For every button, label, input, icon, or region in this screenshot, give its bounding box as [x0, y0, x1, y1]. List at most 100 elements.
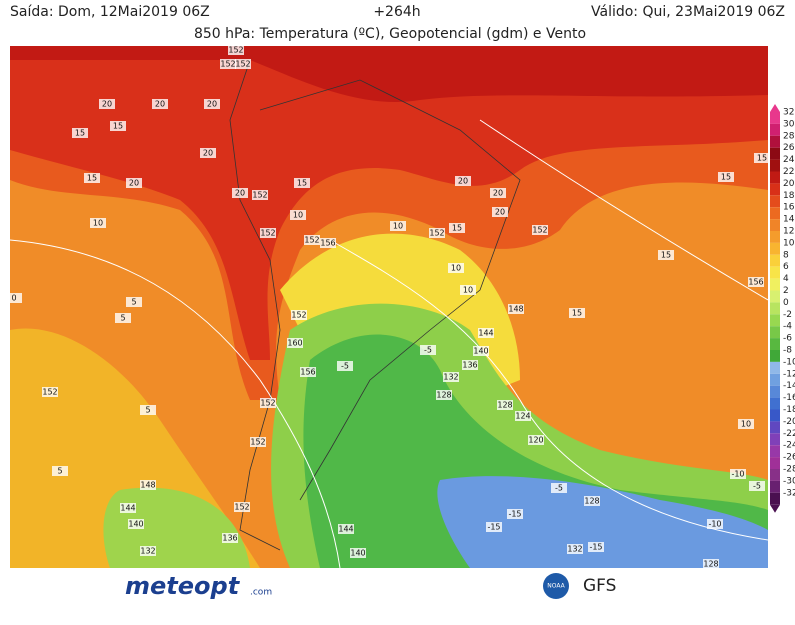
contour-label: 15 — [113, 122, 123, 131]
label-bg — [448, 263, 464, 273]
contour-label: -15 — [589, 543, 602, 552]
brand-logo: meteopt — [125, 572, 241, 600]
contour-label: 20 — [458, 177, 468, 186]
contour-label: -5 — [753, 482, 761, 491]
colorbar-label: -4 — [783, 322, 792, 332]
colorbar-swatch — [770, 469, 780, 481]
label-bg — [84, 173, 100, 183]
contour-label: 20 — [155, 100, 165, 109]
label-bg — [490, 188, 506, 198]
label-bg — [152, 99, 168, 109]
label-bg — [492, 207, 508, 217]
contour-label: 10 — [293, 211, 303, 220]
contour-label: 152 — [234, 503, 249, 512]
contour-label: 152 — [228, 46, 243, 55]
colorbar-swatch — [770, 445, 780, 458]
contour-label: 5 — [145, 406, 150, 415]
colorbar-swatch — [770, 421, 780, 434]
coldest-zone — [437, 476, 768, 568]
contour-label: 152 — [260, 229, 275, 238]
label-bg — [754, 153, 768, 163]
contour-label: 15 — [757, 154, 767, 163]
colorbar-label: 26 — [783, 143, 795, 153]
colorbar-swatch — [770, 409, 780, 422]
label-bg — [338, 524, 354, 534]
label-bg — [748, 277, 764, 287]
colorbar-swatch — [770, 231, 780, 243]
colorbar-swatch — [770, 373, 780, 386]
label-bg — [718, 172, 734, 182]
contour-label: 160 — [287, 339, 302, 348]
label-bg — [290, 210, 306, 220]
contour-label: 15 — [75, 129, 85, 138]
label-bg — [584, 496, 600, 506]
contour-label: 152 — [260, 399, 275, 408]
contour-label: 128 — [436, 391, 451, 400]
contour-label: 120 — [528, 436, 543, 445]
colorbar-swatch — [770, 219, 780, 231]
label-bg — [337, 361, 353, 371]
contour-label: 20 — [495, 208, 505, 217]
label-bg — [90, 218, 106, 228]
label-bg — [72, 128, 88, 138]
colorbar-label: 2 — [783, 286, 789, 296]
label-bg — [304, 235, 320, 245]
map-title: 850 hPa: Temperatura (ºC), Geopotencial … — [194, 26, 586, 42]
label-bg — [260, 398, 276, 408]
valid-time: Válido: Qui, 23Mai2019 06Z — [591, 4, 785, 20]
colorbar-label: 18 — [783, 191, 795, 201]
contour-label: 152 — [220, 60, 235, 69]
label-bg — [569, 308, 585, 318]
colorbar-label: -24 — [783, 441, 795, 451]
label-bg — [320, 238, 336, 248]
contour-label: 15 — [721, 173, 731, 182]
colorbar-swatch — [770, 314, 780, 327]
contour-label: 5 — [120, 314, 125, 323]
contour-label: -5 — [341, 362, 349, 371]
label-bg — [204, 99, 220, 109]
contour-label: 10 — [463, 286, 473, 295]
contour-label: 20 — [102, 100, 112, 109]
colorbar-label: 8 — [783, 250, 789, 260]
colorbar-label: -14 — [783, 381, 795, 391]
colorbar-label: -28 — [783, 465, 795, 475]
colorbar-label: 24 — [783, 155, 795, 165]
label-bg — [443, 372, 459, 382]
label-bg — [220, 59, 236, 69]
colorbar: 32302826242220181614121086420-2-4-6-8-10… — [770, 104, 795, 513]
label-bg — [120, 503, 136, 513]
label-bg — [738, 419, 754, 429]
contour-label: 152 — [304, 236, 319, 245]
colorbar-swatch — [770, 433, 780, 446]
label-bg — [532, 225, 548, 235]
label-bg — [486, 522, 502, 532]
label-bg — [52, 466, 68, 476]
contour-label: 20 — [207, 100, 217, 109]
contour-label: 15 — [661, 251, 671, 260]
colorbar-swatch — [770, 195, 780, 208]
colorbar-swatch — [770, 278, 780, 291]
label-bg — [234, 502, 250, 512]
colorbar-swatch — [770, 254, 780, 267]
colorbar-swatch — [770, 135, 780, 148]
colorbar-swatch — [770, 350, 780, 362]
colorbar-label: -16 — [783, 393, 795, 403]
contour-label: 136 — [462, 361, 477, 370]
label-bg — [478, 328, 494, 338]
model-name: GFS — [583, 576, 616, 596]
colorbar-swatch — [770, 338, 780, 350]
label-bg — [507, 509, 523, 519]
contour-label: 144 — [338, 525, 353, 534]
contour-label: 152 — [235, 60, 250, 69]
colorbar-swatch — [770, 183, 780, 196]
label-bg — [300, 367, 316, 377]
colorbar-label: -22 — [783, 429, 795, 439]
label-bg — [528, 435, 544, 445]
contour-label: -5 — [555, 484, 563, 493]
contour-label: 132 — [140, 547, 155, 556]
label-bg — [449, 223, 465, 233]
agency-name: NOAA — [547, 583, 565, 590]
